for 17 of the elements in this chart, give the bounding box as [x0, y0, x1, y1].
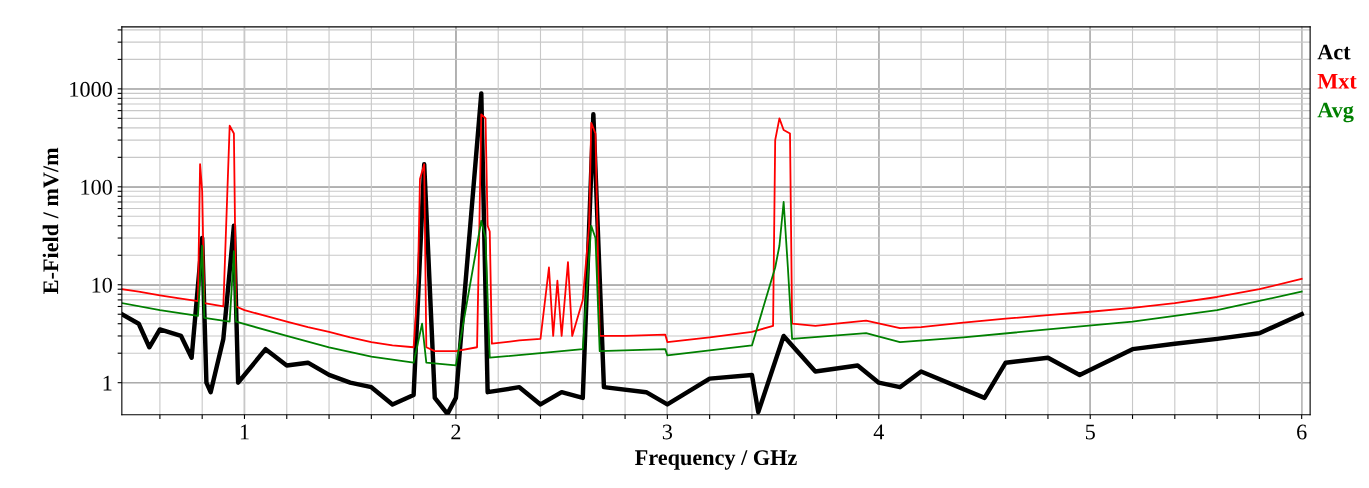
y-tick-label: 10 — [92, 277, 112, 293]
y-tick-label: 1000 — [70, 81, 112, 97]
x-tick-label: 5 — [1085, 424, 1095, 440]
y-tick-label: 100 — [81, 179, 112, 195]
text: Mxt — [1317, 73, 1357, 89]
line-series — [121, 201, 1303, 367]
x-tick-label: 2 — [451, 424, 461, 440]
x-tick-label: 4 — [873, 424, 884, 440]
x-tick-label: 3 — [662, 424, 673, 440]
x-tick-label: 6 — [1297, 424, 1307, 440]
x-axis-title: Frequency / GHz — [635, 450, 797, 470]
y-axis-title: E-Field / mV/m — [42, 147, 59, 294]
x-tick-label: 1 — [240, 424, 249, 440]
y-tick-label: 1 — [103, 375, 112, 391]
text: Avg — [1317, 102, 1354, 123]
text: Act — [1317, 44, 1351, 60]
line-series — [121, 113, 1303, 353]
